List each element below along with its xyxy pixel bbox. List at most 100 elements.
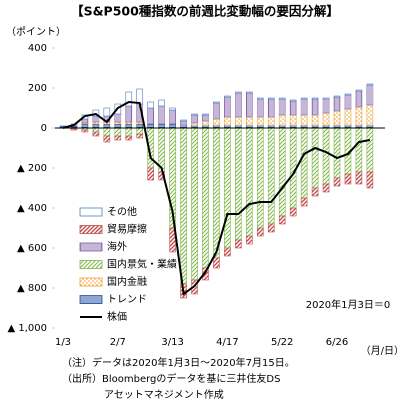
- bar-segment: [256, 227, 264, 237]
- bar-segment: [344, 173, 352, 185]
- line: [62, 100, 371, 296]
- bar-segment: [147, 167, 154, 181]
- legend-label: 貿易摩擦: [107, 223, 147, 236]
- bar-segment: [246, 127, 253, 237]
- bar-segment: [344, 94, 352, 110]
- bar-segment: [366, 104, 374, 126]
- bar-segment: [136, 88, 144, 105]
- legend-label: 国内景気・業績: [107, 258, 177, 271]
- bar-segment: [114, 113, 122, 123]
- x-axis-label: （月/日）: [361, 345, 404, 357]
- bar-segment: [235, 127, 242, 241]
- legend-label: 株価: [107, 310, 127, 323]
- bar-segment: [213, 257, 220, 269]
- bar-segment: [333, 177, 341, 187]
- legend-label: 海外: [107, 240, 127, 253]
- bar-segment: [246, 116, 253, 126]
- bar-segment: [256, 98, 264, 118]
- bar-segment: [224, 96, 231, 118]
- bar-segment: [278, 215, 286, 225]
- bar-segment: [70, 128, 78, 131]
- bar-segment: [92, 121, 100, 125]
- bar-segment: [213, 127, 220, 259]
- bar-segment: [256, 127, 264, 229]
- bar-segment: [235, 91, 242, 94]
- bar-segment: [355, 106, 363, 126]
- bar-segment: [158, 123, 165, 129]
- bar-segment: [246, 235, 253, 245]
- bar-segment: [114, 135, 122, 141]
- bar-segment: [246, 91, 253, 94]
- annotation: 2020年1月3日＝0: [306, 298, 391, 311]
- bar-segment: [267, 127, 275, 225]
- bar-segment: [191, 122, 198, 126]
- legend-label: 国内金融: [107, 275, 147, 288]
- bar-segment: [322, 98, 330, 114]
- bar-segment: [92, 131, 100, 137]
- bar-segment: [92, 115, 100, 123]
- bar-segment: [114, 121, 122, 125]
- bar-segment: [202, 120, 209, 126]
- bar-segment: [300, 98, 308, 116]
- bar-segment: [169, 109, 176, 125]
- bar-segment: [136, 121, 144, 125]
- legend-swatch: [79, 242, 103, 252]
- bar-segment: [344, 108, 352, 126]
- bar-segment: [333, 96, 341, 112]
- bar-segment: [355, 89, 363, 92]
- bar-segment: [81, 123, 89, 129]
- y-tick-label: 0: [41, 123, 47, 134]
- bar-segment: [267, 98, 275, 118]
- bar-segment: [246, 92, 253, 118]
- bar-segment: [125, 91, 133, 107]
- bar-segment: [235, 239, 242, 249]
- bar-segment: [289, 99, 297, 102]
- bar-segment: [322, 112, 330, 126]
- bar-segment: [224, 116, 231, 126]
- bar-segment: [256, 116, 264, 126]
- bar-segment: [103, 127, 111, 137]
- bar-segment: [125, 135, 133, 141]
- bar-segment: [125, 105, 133, 123]
- y-tick-label: ▲ 800: [17, 283, 47, 294]
- bar-segment: [366, 84, 374, 106]
- bar-segment: [355, 127, 363, 173]
- bar-segment: [191, 127, 198, 281]
- bar-segment: [103, 135, 111, 143]
- bar-segment: [103, 107, 111, 117]
- bar-segment: [333, 95, 341, 98]
- legend-swatch: [79, 277, 103, 287]
- bar-segment: [366, 171, 374, 189]
- bar-segment: [267, 223, 275, 233]
- bar-segment: [191, 114, 198, 124]
- x-tick-label: 1/3: [55, 337, 71, 348]
- y-tick-label: ▲ 600: [17, 243, 47, 254]
- bar-segment: [289, 207, 297, 217]
- bar-segment: [136, 123, 144, 129]
- bar-segment: [213, 118, 220, 126]
- y-tick-label: 400: [28, 43, 47, 54]
- bar-segment: [355, 171, 363, 185]
- bar-segment: [180, 127, 187, 285]
- bar-segment: [322, 127, 330, 185]
- bar-segment: [125, 121, 133, 125]
- bar-segment: [180, 119, 187, 122]
- bar-segment: [300, 127, 308, 199]
- bar-segment: [311, 97, 319, 100]
- legend-label: その他: [107, 205, 137, 218]
- bar-segment: [289, 100, 297, 116]
- bar-segment: [278, 98, 286, 116]
- bar-segment: [278, 127, 286, 217]
- bar-segment: [202, 127, 209, 269]
- y-tick-label: ▲ 1,000: [8, 323, 48, 334]
- bar-segment: [202, 113, 209, 116]
- bar-segment: [136, 133, 144, 139]
- bar-segment: [322, 183, 330, 193]
- y-axis-label: （ポイント）: [6, 26, 66, 38]
- bar-segment: [147, 107, 154, 125]
- legend-label: トレンド: [107, 295, 147, 306]
- bar-segment: [311, 187, 319, 197]
- bar-segment: [289, 127, 297, 209]
- bar-segment: [114, 123, 122, 129]
